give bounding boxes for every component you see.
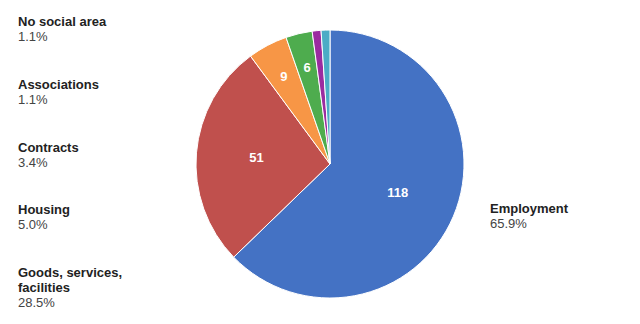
category-label-line: Employment [490,201,569,216]
category-label-line: Associations [18,77,99,92]
share-label: 1.1% [18,29,48,44]
category-label-line: Goods, services, [18,265,122,280]
share-label: 65.9% [490,216,527,231]
category-label: No social area [18,14,107,29]
category-label: Goods, services,facilities [18,265,122,295]
share-label: 3.4% [18,155,48,170]
share-label: 1.1% [18,92,48,107]
category-label-line: facilities [18,280,70,295]
data-label: 118 [387,185,408,200]
category-label-line: No social area [18,14,107,29]
annotation: Goods, services,facilities28.5% [18,265,122,310]
pie-slice [321,30,330,164]
annotation: Contracts3.4% [18,140,79,170]
category-label: Associations [18,77,99,92]
category-label-line: Contracts [18,140,79,155]
data-label: 6 [303,60,310,75]
category-label: Housing [18,202,70,217]
category-label-line: Housing [18,202,70,217]
annotation: Employment65.9% [490,201,569,231]
data-label: 9 [280,69,287,84]
data-label: 51 [249,150,263,165]
pie-slice [312,30,330,164]
labels: 1185196No social area1.1%Associations1.1… [18,14,569,310]
share-label: 5.0% [18,217,48,232]
annotation: Housing5.0% [18,202,70,232]
chart: 1185196No social area1.1%Associations1.1… [0,0,640,324]
category-label: Contracts [18,140,79,155]
annotation: Associations1.1% [18,77,99,107]
slices [196,30,464,298]
category-label: Employment [490,201,569,216]
annotation: No social area1.1% [18,14,107,44]
share-label: 28.5% [18,295,55,310]
